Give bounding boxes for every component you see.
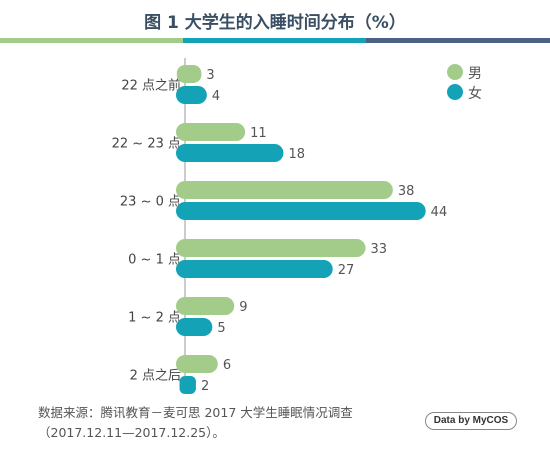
category-label: 22 ~ 23 点 xyxy=(112,137,181,152)
bar-female xyxy=(176,86,207,104)
source-line-2: （2017.12.11—2017.12.25）。 xyxy=(38,425,225,440)
data-label: 18 xyxy=(288,147,305,162)
legend-label-male: 男 xyxy=(468,66,482,82)
category-label: 2 点之后 xyxy=(130,369,181,384)
source-note: 数据来源：腾讯教育－麦可思 2017 大学生睡眠情况调查 （2017.12.11… xyxy=(38,403,418,443)
data-label: 9 xyxy=(239,300,247,315)
legend-label-female: 女 xyxy=(468,86,482,102)
bar-male xyxy=(176,297,235,315)
header-stripe-green xyxy=(0,38,183,43)
category-label: 23 ~ 0 点 xyxy=(120,195,181,210)
data-label: 11 xyxy=(250,126,267,141)
category-label: 0 ~ 1 点 xyxy=(128,253,181,268)
data-label: 38 xyxy=(398,184,415,199)
bar-female xyxy=(179,376,196,394)
bar-female xyxy=(176,144,284,162)
data-label: 5 xyxy=(217,321,225,336)
chart-title: 图 1 大学生的入睡时间分布（%） xyxy=(144,13,406,33)
bar-chart: 22 点之前 3 4 22 ~ 23 点 11 18 23 ~ 0 点 38 44 0 ~ 1 点… xyxy=(112,58,448,394)
data-label: 4 xyxy=(212,89,220,104)
bar-male xyxy=(176,239,366,257)
legend-swatch-female xyxy=(447,84,463,100)
category-label: 22 点之前 xyxy=(121,78,181,94)
category-label: 1 ~ 2 点 xyxy=(128,311,181,326)
data-label: 2 xyxy=(201,379,209,394)
legend-swatch-male xyxy=(447,64,463,80)
header-stripe-navy xyxy=(366,38,550,43)
data-label: 44 xyxy=(431,205,448,220)
bar-male xyxy=(176,181,393,199)
data-label: 6 xyxy=(223,358,231,373)
bar-female xyxy=(176,260,333,278)
bar-female xyxy=(176,318,213,336)
bar-male xyxy=(176,355,218,373)
data-label: 27 xyxy=(338,263,355,278)
data-label: 3 xyxy=(206,68,214,83)
data-label: 33 xyxy=(371,242,388,257)
data-by-mycos-logo: Data by MyCOS xyxy=(425,412,517,430)
bar-male xyxy=(176,123,246,141)
source-line-1: 数据来源：腾讯教育－麦可思 2017 大学生睡眠情况调查 xyxy=(38,405,353,420)
header-stripe-teal xyxy=(183,38,366,43)
bar-male xyxy=(176,65,202,83)
bar-female xyxy=(176,202,426,220)
